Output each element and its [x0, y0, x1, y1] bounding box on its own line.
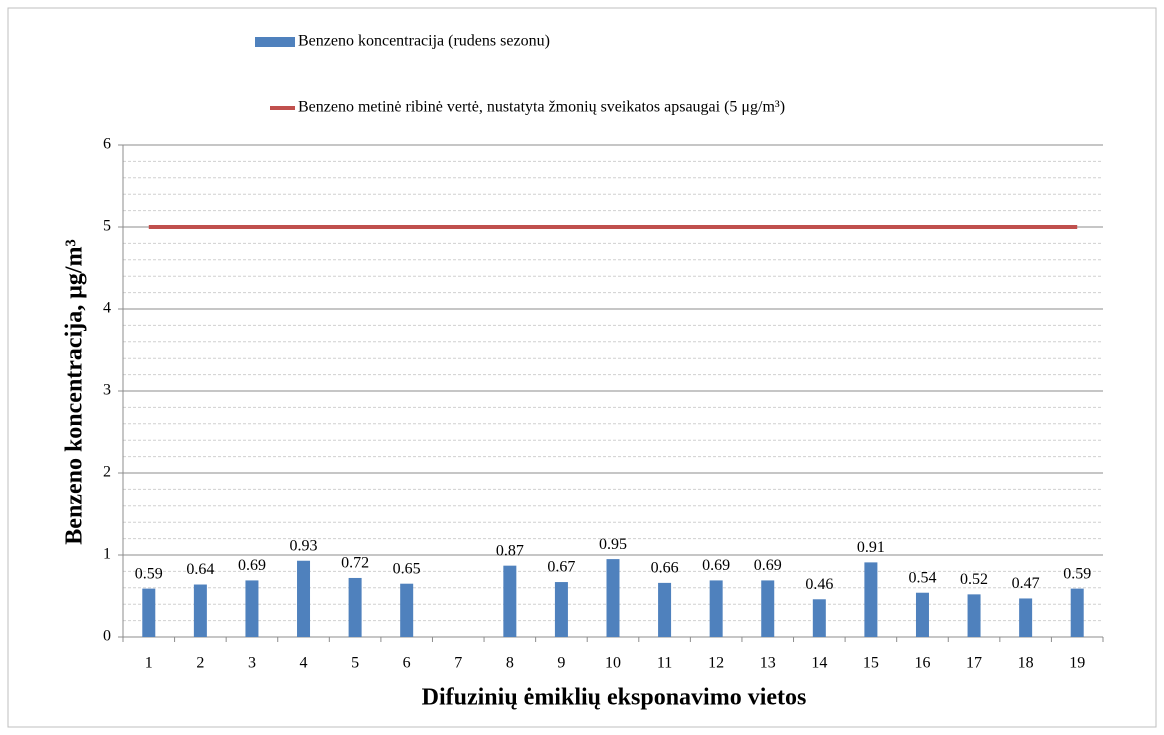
bar [193, 584, 207, 637]
bar [915, 592, 929, 637]
bar [1019, 598, 1033, 637]
legend-label: Benzeno metinė ribinė vertė, nustatyta ž… [298, 99, 785, 116]
data-label: 0.65 [393, 560, 421, 577]
x-tick-label: 18 [1018, 655, 1034, 672]
bar [348, 577, 362, 637]
x-tick-label: 10 [605, 655, 621, 672]
y-tick-label: 2 [103, 464, 111, 481]
data-label: 0.95 [599, 536, 627, 553]
bar [761, 580, 775, 637]
data-label: 0.54 [908, 569, 936, 586]
data-label: 0.47 [1012, 575, 1040, 592]
bar [606, 559, 620, 637]
x-tick-label: 5 [351, 655, 359, 672]
x-tick-label: 7 [454, 655, 462, 672]
x-tick-label: 12 [708, 655, 724, 672]
bar [812, 599, 826, 637]
x-tick-label: 16 [914, 655, 930, 672]
x-tick-label: 17 [966, 655, 982, 672]
x-tick-label: 13 [760, 655, 776, 672]
data-label: 0.66 [651, 560, 679, 577]
data-label: 0.91 [857, 539, 885, 556]
data-label: 0.59 [1063, 565, 1091, 582]
bar [709, 580, 723, 637]
data-label: 0.87 [496, 542, 524, 559]
bar [245, 580, 259, 637]
x-tick-label: 15 [863, 655, 879, 672]
y-tick-label: 1 [103, 546, 111, 563]
x-axis-title: Difuzinių ėmiklių eksponavimo vietos [422, 685, 807, 711]
data-label: 0.59 [135, 565, 163, 582]
data-label: 0.69 [702, 557, 730, 574]
bar [503, 565, 517, 637]
bar [967, 594, 981, 637]
data-label: 0.69 [238, 557, 266, 574]
y-tick-label: 6 [103, 136, 111, 153]
bar [142, 588, 156, 637]
x-tick-label: 14 [811, 655, 827, 672]
y-tick-label: 4 [103, 300, 111, 317]
legend-swatch [255, 37, 295, 47]
x-tick-label: 1 [145, 655, 153, 672]
bar [554, 582, 568, 637]
x-tick-label: 3 [248, 655, 256, 672]
x-tick-label: 4 [300, 655, 308, 672]
bar [1070, 588, 1084, 637]
data-label: 0.46 [805, 576, 833, 593]
y-tick-label: 3 [103, 382, 111, 399]
bar [658, 582, 672, 637]
bar [400, 583, 414, 637]
y-tick-label: 5 [103, 218, 111, 235]
x-tick-label: 19 [1069, 655, 1085, 672]
data-label: 0.67 [547, 559, 575, 576]
data-label: 0.64 [186, 561, 214, 578]
data-label: 0.72 [341, 555, 369, 572]
x-tick-label: 2 [196, 655, 204, 672]
x-tick-label: 6 [403, 655, 411, 672]
x-tick-label: 11 [657, 655, 672, 672]
bar [297, 560, 311, 637]
data-label: 0.69 [754, 557, 782, 574]
data-label: 0.93 [290, 537, 318, 554]
y-axis-title: Benzeno koncentracija, μg/m³ [62, 239, 88, 544]
legend-label: Benzeno koncentracija (rudens sezonu) [298, 33, 550, 50]
bar [864, 562, 878, 637]
y-tick-label: 0 [103, 628, 111, 645]
data-label: 0.52 [960, 571, 988, 588]
x-tick-label: 8 [506, 655, 514, 672]
x-tick-label: 9 [557, 655, 565, 672]
chart-border [7, 7, 1157, 728]
